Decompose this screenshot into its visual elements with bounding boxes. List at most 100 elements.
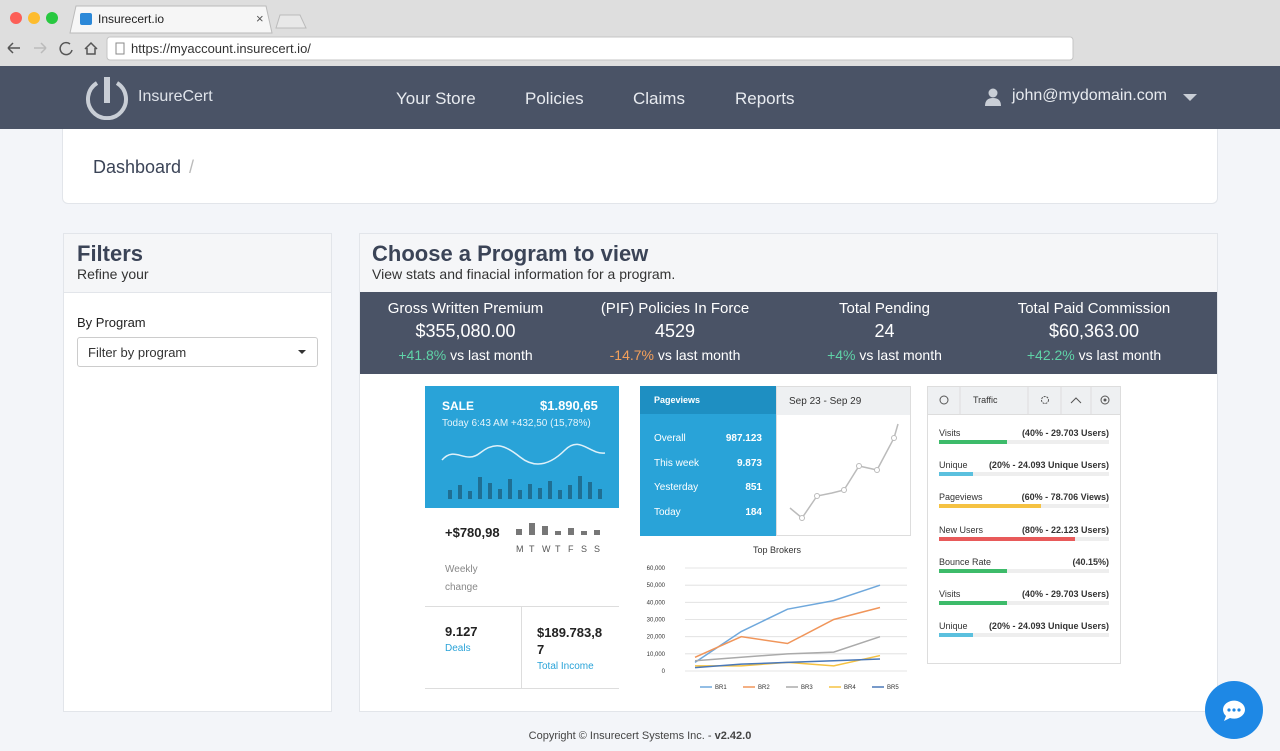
pageviews-row-label: Overall <box>654 433 686 444</box>
stat-label: Total Pending <box>839 300 930 317</box>
weekly-bars <box>516 523 600 535</box>
y-tick-label: 20,000 <box>647 635 666 641</box>
y-tick-label: 0 <box>662 669 666 675</box>
sale-title: SALE <box>442 399 475 413</box>
stat-change: +41.8% vs last month <box>361 347 571 363</box>
stat-change: -14.7% vs last month <box>570 347 780 363</box>
filters-header <box>64 234 331 293</box>
traffic-bar <box>939 504 1041 509</box>
pageviews-row-label: Yesterday <box>654 482 699 493</box>
traffic-row: Visits (40% - 29.703 Users) <box>939 589 1109 605</box>
footer-text: Copyright © Insurecert Systems Inc. - <box>528 730 715 742</box>
program-label: By Program <box>77 315 146 330</box>
stat-label: Gross Written Premium <box>387 300 544 317</box>
deals-label: Deals <box>445 643 471 654</box>
traffic-label: New Users <box>939 524 984 535</box>
y-tick-label: 50,000 <box>647 583 666 589</box>
stat-change-suffix: vs last month <box>450 347 533 363</box>
legend-label: BR4 <box>844 685 856 691</box>
traffic-detail: (40.15%) <box>1072 556 1109 567</box>
legend-label: BR3 <box>801 685 813 691</box>
pageviews-row-value: 9.873 <box>736 457 762 469</box>
traffic-bar <box>939 440 1007 444</box>
deals-value: 9.127 <box>445 624 478 639</box>
traffic-detail: (20% - 24.093 Unique Users) <box>988 460 1109 471</box>
stat-value: 24 <box>874 321 895 341</box>
traffic-label: Pageviews <box>939 492 983 503</box>
traffic-detail: (60% - 78.706 Views) <box>1021 492 1109 503</box>
traffic-track <box>939 633 1109 638</box>
pageviews-row: Today 184 <box>654 507 762 532</box>
traffic-widget <box>927 386 1121 664</box>
brand[interactable]: InsureCert <box>138 88 213 105</box>
stat-change: +42.2% vs last month <box>989 347 1199 363</box>
sale-bottom <box>425 688 619 689</box>
stat-change-suffix: vs last month <box>657 347 741 363</box>
stat: (PIF) Policies In Force 4529 -14.7% vs las… <box>570 300 780 363</box>
stats-band <box>360 292 1217 374</box>
pageviews-sketch <box>789 423 899 521</box>
nav-link[interactable]: Reports <box>735 89 795 108</box>
series-line <box>694 658 881 669</box>
traffic-label: Unique <box>939 621 968 632</box>
legend-label: BR2 <box>758 685 770 691</box>
stat-change-suffix: vs last month <box>859 347 942 363</box>
traffic-bar <box>939 536 1075 541</box>
pageviews-header <box>640 386 776 414</box>
tab-close[interactable]: × <box>256 11 264 26</box>
series-line <box>694 584 881 664</box>
traffic-detail: (20% - 24.093 Unique Users) <box>988 621 1109 632</box>
pageviews-row-label: Today <box>654 506 681 518</box>
y-tick-label: 30,000 <box>647 618 666 624</box>
sale-detail: Today 6:43 AM +432,50 (15,78%) <box>442 418 591 429</box>
y-tick-label: 10,000 <box>647 652 666 658</box>
breadcrumb-separator: / <box>189 157 195 177</box>
traffic-track <box>939 472 1109 477</box>
weekday: S <box>594 544 601 554</box>
income-value: $189.783,87 <box>537 625 603 657</box>
traffic-row: Visits (40% - 29.703 Users) <box>939 428 1109 444</box>
weekly-label: Weekly change <box>445 564 478 593</box>
user-caret[interactable] <box>1183 94 1197 102</box>
user-email[interactable]: john@mydomain.com <box>1012 87 1167 104</box>
brokers-title: Top Brokers <box>752 545 802 555</box>
traffic-bar <box>939 633 973 638</box>
stat-change-value: -14.7% <box>609 347 654 363</box>
chrome-icons <box>7 5 1074 61</box>
tab-title[interactable]: Insurecert.io <box>98 12 165 26</box>
stat-value: 4529 <box>654 321 696 341</box>
nav-link[interactable]: Your Store <box>396 89 476 108</box>
nav-link[interactable]: Claims <box>633 89 685 108</box>
sale-vdivider <box>521 606 522 688</box>
stat-change-suffix: vs last month <box>1078 347 1162 363</box>
pageviews-row: Yesterday 851 <box>654 482 762 507</box>
traffic-icons <box>939 387 1110 414</box>
program-subtitle: View stats and finacial information for … <box>372 266 676 282</box>
pageviews-title: Pageviews <box>654 395 701 405</box>
pageviews-row-value: 987.123 <box>725 433 762 444</box>
traffic-track <box>939 568 1109 573</box>
legend-label: BR5 <box>887 685 899 691</box>
traffic-detail: (80% - 22.123 Users) <box>1021 524 1109 535</box>
chat-button[interactable] <box>1204 680 1264 740</box>
nav-link[interactable]: Policies <box>525 89 584 108</box>
url[interactable]: https://myaccount.insurecert.io/ <box>131 41 311 56</box>
pageviews-row: This week 9.873 <box>654 458 762 483</box>
pageviews-row-value: 184 <box>745 506 762 518</box>
program-select-text: Filter by program <box>88 345 187 360</box>
breadcrumb-current[interactable]: Dashboard <box>93 157 182 177</box>
program-title: Choose a Program to view <box>372 241 649 266</box>
stat-label: Total Paid Commission <box>1017 300 1171 317</box>
stat: Gross Written Premium $355,080.00 +41.8% v… <box>361 300 571 363</box>
program-header <box>360 234 1217 292</box>
program-select[interactable] <box>77 337 318 367</box>
traffic-track <box>939 504 1109 509</box>
weekday: T <box>555 544 561 554</box>
select-caret <box>298 350 306 354</box>
brokers-chart: 0 10,000 20,000 30,000 40,000 50,000 60,000 BR1… <box>647 566 907 691</box>
traffic-label: Visits <box>939 589 961 599</box>
series-line <box>694 635 881 662</box>
stat-change: +4% vs last month <box>780 347 990 363</box>
income-label: Total Income <box>537 661 594 672</box>
pageviews-rows: Overall 987.123 This week 9.873 Yesterday 851… <box>654 433 762 531</box>
